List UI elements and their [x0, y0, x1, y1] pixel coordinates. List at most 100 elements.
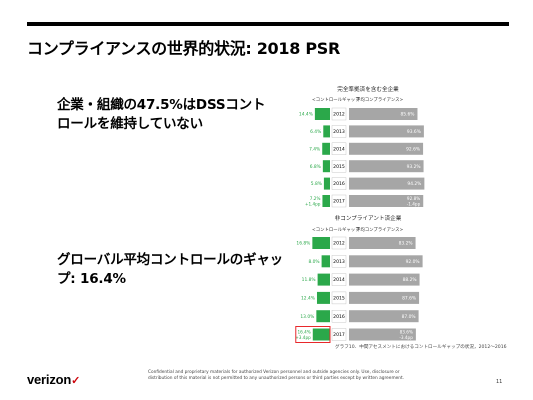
year-box-2012 [331, 107, 347, 121]
score-label-2013: 92.0% [406, 259, 420, 265]
key-point-gap-line2: プ: 16.4% [57, 271, 126, 287]
score-bar-2014 [349, 142, 424, 155]
logo-wordmark: verizon [27, 372, 72, 387]
key-point-compliance-line1: 企業・組織の47.5%はDSSコント [57, 97, 266, 113]
score-label-2016: 94.2% [407, 181, 421, 187]
score-delta-2017: -3.4pp [399, 335, 413, 340]
year-label-2012: 2012 [333, 112, 345, 118]
score-label-2012: 83.2% [399, 241, 413, 247]
gap-label-2012: 14.4% [299, 112, 313, 118]
year-label-2016: 2016 [333, 181, 345, 187]
gap-bar-2015 [316, 291, 330, 304]
gap-bar-2017 [312, 328, 330, 341]
logo-check-icon: ✓ [71, 375, 81, 387]
top-rule [27, 22, 509, 26]
gap-label-2017: 16.4% [297, 330, 310, 335]
key-point-gap: グローバル平均コントロールのギャッ プ: 16.4% [57, 251, 283, 289]
year-box-2013 [331, 125, 347, 138]
score-label-2017: 83.6% [400, 330, 413, 335]
gap-bar-2013 [323, 125, 330, 138]
year-box-2015 [331, 291, 347, 305]
year-box-2017 [331, 328, 347, 341]
score-label-2012: 85.6% [401, 112, 415, 118]
year-label-2016: 2016 [333, 314, 345, 320]
score-label-2015: 93.2% [407, 164, 421, 170]
chart-title: 非コンプライアント済企業 [335, 214, 402, 222]
score-bar-2016 [349, 177, 425, 190]
score-bar-2015 [349, 160, 424, 173]
legend-score: 平均コンプライアンス> [356, 226, 404, 233]
year-label-2017: 2017 [333, 332, 345, 338]
gap-bar-2016 [316, 310, 330, 323]
score-bar-2013 [349, 255, 423, 268]
year-box-2014 [331, 273, 347, 286]
gap-delta-2017: +1.4pp [305, 202, 321, 207]
gap-bar-2012 [314, 108, 330, 120]
footnote-line1: Confidential and proprietary materials f… [148, 370, 400, 375]
gap-label-2013: 6.4% [310, 129, 321, 135]
key-point-gap-line1: グローバル平均コントロールのギャッ [57, 252, 283, 268]
gap-bar-2014 [317, 273, 330, 286]
gap-label-2015: 12.4% [301, 296, 315, 302]
score-bar-2017 [349, 195, 424, 207]
gap-label-2014: 7.4% [309, 146, 320, 152]
gap-label-2013: 8.0% [308, 259, 319, 265]
year-label-2014: 2014 [333, 146, 345, 152]
year-label-2015: 2015 [333, 296, 345, 302]
confidentiality-footnote: Confidential and proprietary materials f… [148, 370, 448, 382]
gap-bar-2017 [322, 195, 330, 207]
gap-label-2014: 11.8% [302, 277, 316, 283]
gap-bar-2016 [323, 177, 330, 190]
score-bar-2012 [349, 108, 418, 120]
gap-bar-2014 [322, 142, 330, 155]
highlight-box-2017 [295, 326, 331, 343]
gap-delta-2017: +3.4pp [295, 335, 311, 340]
score-bar-2014 [349, 273, 420, 286]
year-label-2013: 2013 [333, 259, 345, 265]
score-bar-2012 [349, 237, 416, 249]
verizon-logo: verizon✓ [27, 372, 80, 387]
year-box-2013 [331, 255, 347, 268]
year-label-2015: 2015 [333, 164, 345, 170]
year-box-2015 [331, 159, 347, 173]
year-label-2017: 2017 [333, 199, 345, 205]
legend-gap: <コントロールギャップ [312, 97, 360, 103]
gap-label-2016: 5.8% [311, 181, 322, 187]
key-point-compliance: 企業・組織の47.5%はDSSコント ロールを維持していない [57, 96, 265, 134]
score-delta-2017: -1.4pp [407, 202, 421, 207]
chart-caption: グラフ10．中間アセスメントにおけるコントロールギャップの状況，2012～201… [335, 343, 507, 350]
score-label-2014: 88.2% [403, 277, 417, 283]
score-label-2016: 87.0% [402, 314, 416, 320]
slide-title: コンプライアンスの世界的状況: 2018 PSR [27, 39, 341, 58]
score-label-2015: 87.6% [402, 296, 416, 302]
page-number: 11 [496, 379, 503, 385]
year-label-2012: 2012 [333, 241, 345, 247]
key-point-compliance-line2: ロールを維持していない [57, 116, 203, 132]
score-label-2017: 92.8% [407, 196, 420, 201]
score-label-2014: 92.6% [406, 146, 420, 152]
score-bar-2015 [349, 291, 420, 304]
chart-title: 完全準拠済を含む全企業 [337, 85, 399, 93]
score-bar-2013 [349, 125, 424, 138]
gap-label-2015: 6.8% [310, 164, 321, 170]
footnote-line2: distribution of this material is not per… [148, 376, 405, 381]
score-bar-2016 [349, 310, 419, 323]
gap-label-2017: 7.2% [310, 196, 321, 201]
year-box-2016 [331, 177, 347, 190]
gap-label-2012: 16.8% [296, 241, 310, 247]
year-box-2012 [331, 236, 347, 250]
gap-bar-2015 [322, 160, 330, 173]
gap-label-2016: 13.0% [300, 314, 314, 320]
year-box-2017 [331, 194, 347, 208]
legend-gap: <コントロールギャップ [312, 227, 360, 233]
score-bar-2017 [349, 328, 416, 341]
year-label-2013: 2013 [333, 129, 345, 135]
year-box-2014 [331, 142, 347, 156]
score-label-2013: 93.6% [407, 129, 421, 135]
year-label-2014: 2014 [333, 277, 345, 283]
gap-bar-2012 [312, 237, 330, 249]
legend-score: 平均コンプライアンス> [356, 96, 404, 103]
